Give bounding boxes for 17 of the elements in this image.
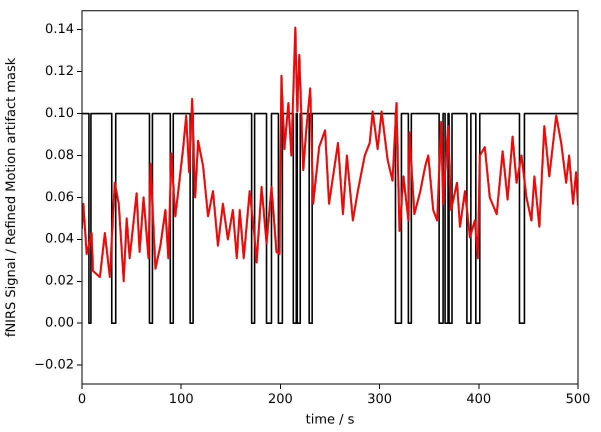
- y-tick-label: −0.02: [34, 358, 74, 373]
- y-tick-label: 0.06: [45, 190, 74, 205]
- y-tick-label: 0.08: [45, 148, 74, 163]
- x-tick-label: 300: [367, 392, 392, 408]
- x-tick-label: 0: [78, 392, 86, 408]
- y-tick-label: 0.14: [45, 22, 74, 38]
- x-axis-title: time / s: [306, 412, 355, 428]
- y-tick-label: 0.02: [45, 274, 74, 289]
- x-tick-label: 500: [566, 392, 590, 408]
- y-tick-label: 0.10: [45, 106, 74, 121]
- x-tick-label: 100: [168, 392, 194, 408]
- y-axis-title: fNIRS Signal / Refined Motion artifact mask: [4, 57, 20, 338]
- x-tick-label: 400: [466, 392, 492, 408]
- x-tick-label: 200: [268, 392, 293, 408]
- y-tick-label: 0.12: [45, 64, 74, 79]
- y-tick-label: 0.00: [45, 316, 74, 331]
- y-tick-label: 0.04: [45, 232, 74, 247]
